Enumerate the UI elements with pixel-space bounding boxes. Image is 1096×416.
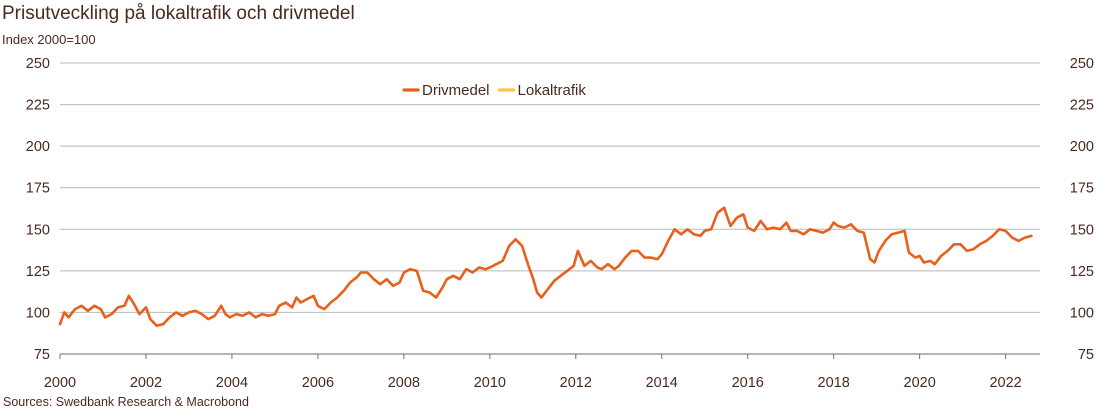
legend-label-lokaltrafik: Lokaltrafik	[518, 82, 587, 99]
legend: Drivmedel Lokaltrafik	[402, 82, 587, 99]
y-axis-right: 75 100 125 150 175 200 225 250	[1070, 56, 1094, 363]
y-tick-label-right: 225	[1070, 98, 1094, 114]
y-tick-label-right: 150	[1070, 222, 1094, 238]
y-tick-label-right: 175	[1070, 181, 1094, 197]
x-tick-label: 2022	[989, 375, 1021, 391]
x-tick-label: 2016	[732, 375, 764, 391]
grid-lines	[60, 62, 1040, 355]
x-tick-label: 2002	[130, 375, 162, 391]
y-tick-label-left: 75	[34, 347, 50, 363]
y-tick-label-left: 250	[26, 56, 50, 72]
y-tick-label-left: 100	[26, 305, 50, 321]
y-axis-left: 75 100 125 150 175 200 225 250	[26, 56, 50, 363]
x-tick-label: 2000	[44, 375, 76, 391]
y-tick-label-right: 100	[1070, 305, 1094, 321]
series-line-drivmedel	[58, 206, 1033, 328]
chart-title: Prisutveckling på lokaltrafik och drivme…	[2, 3, 355, 24]
chart-subtitle: Index 2000=100	[2, 32, 96, 47]
y-tick-label-left: 225	[26, 98, 50, 114]
x-tick-label: 2018	[818, 375, 850, 391]
y-tick-label-left: 125	[26, 264, 50, 280]
x-tick-label: 2010	[474, 375, 506, 391]
x-tick-label: 2006	[302, 375, 334, 391]
x-tick-label: 2012	[560, 375, 592, 391]
x-tick-label: 2020	[904, 375, 936, 391]
y-tick-label-left: 175	[26, 181, 50, 197]
y-tick-label-right: 200	[1070, 139, 1094, 155]
x-tick-label: 2004	[216, 375, 248, 391]
y-tick-label-left: 150	[26, 222, 50, 238]
y-tick-label-left: 200	[26, 139, 50, 155]
y-tick-label-right: 250	[1070, 56, 1094, 72]
x-axis: 2000 2002 2004 2006 2008 2010 2012 2014 2016 2018…	[44, 353, 1040, 391]
y-tick-label-right: 125	[1070, 264, 1094, 280]
x-tick-label: 2014	[646, 375, 678, 391]
source-note: Sources: Swedbank Research & Macrobond	[3, 395, 249, 409]
legend-label-drivmedel: Drivmedel	[422, 82, 490, 99]
series-lines	[58, 206, 1033, 328]
y-tick-label-right: 75	[1078, 347, 1094, 363]
x-tick-label: 2008	[388, 375, 420, 391]
